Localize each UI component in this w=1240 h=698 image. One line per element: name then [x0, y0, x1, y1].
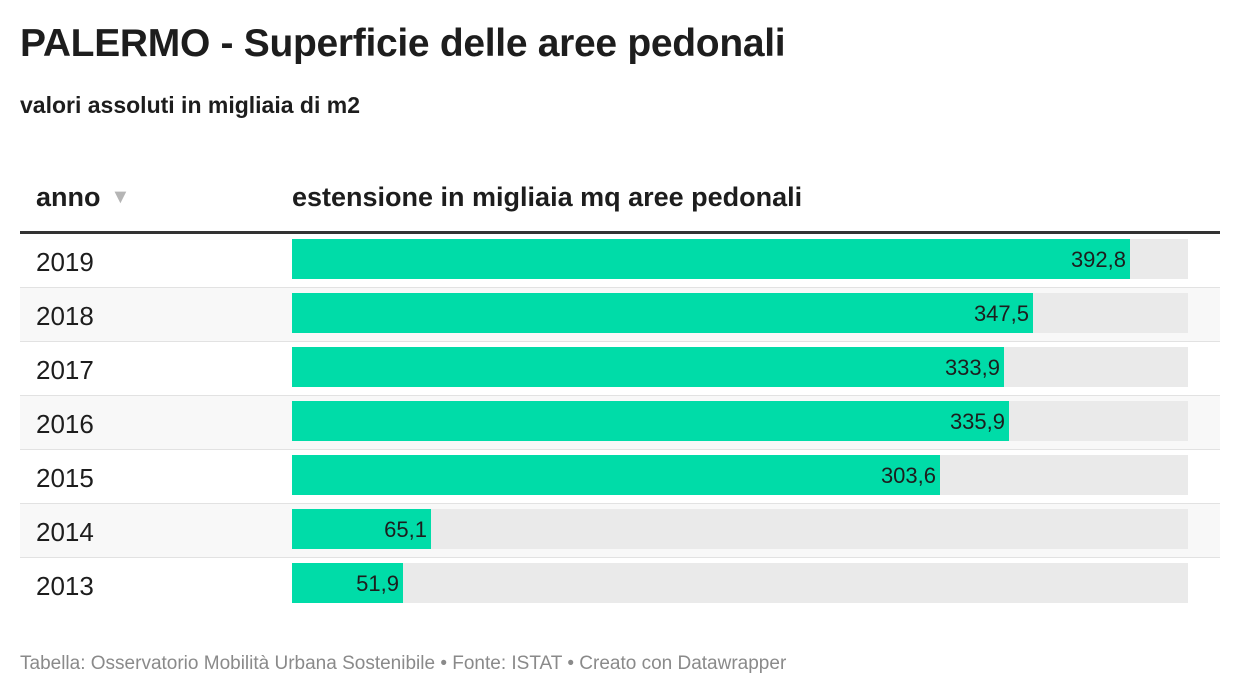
- source-footer: Tabella: Osservatorio Mobilità Urbana So…: [20, 653, 787, 674]
- table-row: 2019 392,8: [20, 234, 1220, 288]
- table-row: 2014 65,1: [20, 504, 1220, 558]
- table-row: 2015 303,6: [20, 450, 1220, 504]
- row-year: 2014: [36, 517, 94, 547]
- bar-2019: 392,8: [292, 239, 1130, 279]
- row-year: 2017: [36, 355, 94, 385]
- bar-table: anno ▼ estensione in migliaia mq aree ped…: [20, 170, 1220, 612]
- bar-track: 303,6: [292, 455, 1188, 495]
- column-header-value[interactable]: estensione in migliaia mq aree pedonali: [292, 182, 803, 212]
- bar-track: 335,9: [292, 401, 1188, 441]
- table-body: 2019 392,8 2018 347,5 2017 333,9 2016 335,9 2015…: [20, 234, 1220, 612]
- bar-2015: 303,6: [292, 455, 940, 495]
- bar-value-label: 347,5: [973, 301, 1029, 326]
- bar-value-label: 65,1: [384, 517, 427, 542]
- bar-value-label: 51,9: [356, 571, 399, 596]
- bar-value-label: 335,9: [949, 409, 1005, 434]
- bar-2016: 335,9: [292, 401, 1009, 441]
- page-subtitle: valori assoluti in migliaia di m2: [20, 92, 360, 118]
- bar-2018: 347,5: [292, 293, 1033, 333]
- row-year: 2015: [36, 463, 94, 493]
- row-year: 2013: [36, 571, 94, 601]
- row-year: 2018: [36, 301, 94, 331]
- table-row: 2016 335,9: [20, 396, 1220, 450]
- row-year: 2016: [36, 409, 94, 439]
- table-row: 2018 347,5: [20, 288, 1220, 342]
- bar-track: 333,9: [292, 347, 1188, 387]
- bar-track: 347,5: [292, 293, 1188, 333]
- bar-track: 392,8: [292, 239, 1188, 279]
- bar-track: 51,9: [292, 563, 1188, 603]
- column-header-year-label: anno: [36, 182, 101, 212]
- page-title: PALERMO - Superficie delle aree pedonali: [20, 22, 786, 65]
- table-row: 2017 333,9: [20, 342, 1220, 396]
- bar-track: 65,1: [292, 509, 1188, 549]
- bar-value-label: 303,6: [880, 463, 936, 488]
- bar-2017: 333,9: [292, 347, 1004, 387]
- table-header: anno ▼ estensione in migliaia mq aree ped…: [20, 170, 1220, 234]
- column-header-year[interactable]: anno ▼: [36, 182, 130, 213]
- bar-2013: 51,9: [292, 563, 403, 603]
- row-year: 2019: [36, 247, 94, 277]
- bar-value-label: 392,8: [1070, 247, 1126, 272]
- bar-2014: 65,1: [292, 509, 431, 549]
- table-row: 2013 51,9: [20, 558, 1220, 612]
- bar-value-label: 333,9: [944, 355, 1000, 380]
- sort-descending-icon[interactable]: ▼: [110, 186, 131, 208]
